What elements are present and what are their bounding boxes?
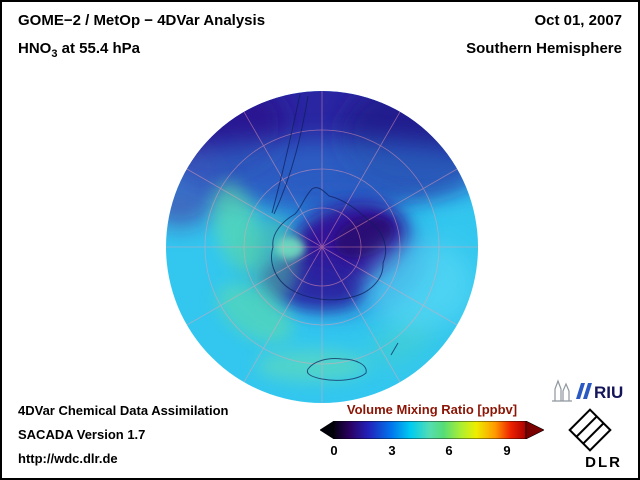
colorbar-gradient: [333, 421, 527, 439]
coastlines: [271, 93, 437, 381]
colorbar-title: Volume Mixing Ratio [ppbv]: [346, 402, 518, 417]
colorbar-tick-6: 6: [445, 443, 453, 458]
header-left: GOME−2 / MetOp − 4DVar Analysis HNO3 at …: [18, 12, 265, 60]
pressure-level-label: at 55.4 hPa: [57, 40, 141, 57]
coastline-antarctica: [271, 187, 387, 301]
date-label: Oct 01, 2007: [534, 12, 622, 29]
coastline-australia: [306, 358, 367, 381]
url-label: http://wdc.dlr.de: [18, 451, 118, 466]
colorbar-tick-3: 3: [388, 443, 396, 458]
dlr-logo-icon: [568, 408, 612, 457]
species-formula: HNO: [18, 40, 52, 57]
figure-title: GOME−2 / MetOp − 4DVar Analysis: [18, 12, 266, 29]
assimilation-label: 4DVar Chemical Data Assimilation: [18, 403, 229, 418]
header-right: Oct 01, 2007 Southern Hemisphere: [466, 12, 622, 57]
species-formula-subscript: 3: [51, 48, 58, 60]
coastline-new-zealand: [390, 342, 399, 356]
dlr-logo-text: DLR: [585, 454, 622, 471]
riu-slashes-icon: [576, 383, 592, 399]
colorbar-tick-0: 0: [330, 443, 338, 458]
hemisphere-map: [166, 91, 478, 403]
coastline-africa: [423, 94, 437, 123]
graticule: [166, 91, 478, 403]
intra-vortex-spot: [275, 237, 305, 259]
colorbar-left-arrow: [320, 421, 335, 439]
species-level-label: HNO3 at 55.4 hPa: [18, 40, 265, 60]
hemisphere-label: Southern Hemisphere: [466, 40, 622, 57]
colorbar: [320, 421, 544, 439]
colorbar-right-arrow: [525, 421, 544, 439]
riu-logo: RIU: [552, 379, 624, 408]
colorbar-tick-9: 9: [503, 443, 511, 458]
riu-logo-text: RIU: [594, 383, 623, 402]
cathedral-icon: [552, 379, 572, 402]
coastline-south-america: [271, 93, 301, 214]
version-label: SACADA Version 1.7: [18, 427, 146, 442]
